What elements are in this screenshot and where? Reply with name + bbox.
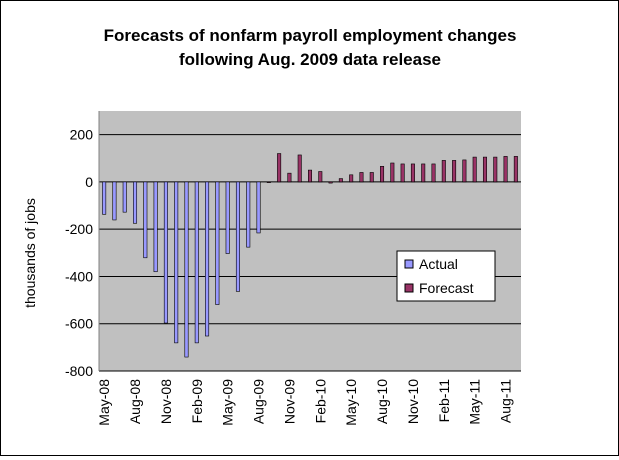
bars xyxy=(102,153,518,358)
bar-actual xyxy=(102,181,107,215)
x-tick-label: May-08 xyxy=(96,379,112,426)
x-tick-labels: May-08 Aug-08 Nov-08 Feb-09 May-09 Aug-09 Nov-… xyxy=(96,379,513,426)
legend: Actual Forecast xyxy=(396,250,496,302)
bar-forecast xyxy=(380,166,385,183)
x-tick-label: May-10 xyxy=(343,379,359,426)
bar-forecast xyxy=(287,172,292,183)
bar-forecast xyxy=(482,156,487,183)
y-tick-label: -200 xyxy=(65,221,93,237)
bar-forecast xyxy=(452,160,457,183)
y-tick-label: 0 xyxy=(85,174,93,190)
bar-forecast xyxy=(493,156,498,183)
chart-title-line-1: Forecasts of nonfarm payroll employment … xyxy=(104,26,517,45)
x-tick-label: Aug-10 xyxy=(374,379,390,424)
bar-actual xyxy=(235,181,240,292)
y-axis-label: thousands of jobs xyxy=(22,198,38,308)
x-tick-label: Aug-09 xyxy=(251,379,267,424)
x-tick-label: May-11 xyxy=(467,379,483,425)
bar-actual xyxy=(256,181,261,234)
bar-forecast xyxy=(503,156,508,183)
bar-forecast xyxy=(266,181,271,183)
bar-actual xyxy=(184,181,189,358)
x-tick-label: Feb-10 xyxy=(312,379,328,424)
bar-forecast xyxy=(328,181,333,184)
bar-actual xyxy=(163,181,168,324)
bar-forecast xyxy=(462,159,467,183)
x-tick-label: Nov-08 xyxy=(158,379,174,424)
legend-swatch-actual xyxy=(404,259,414,269)
bar-forecast xyxy=(390,162,395,183)
bar-actual xyxy=(205,181,210,337)
bar-actual xyxy=(174,181,179,344)
bar-actual xyxy=(122,181,127,213)
plot-area xyxy=(99,111,521,371)
chart-title-line-2: following Aug. 2009 data release xyxy=(179,50,441,69)
bar-forecast xyxy=(441,160,446,183)
legend-label-forecast: Forecast xyxy=(419,280,474,296)
bar-forecast xyxy=(400,163,405,183)
bar-actual xyxy=(225,181,230,254)
y-tick-label: 200 xyxy=(70,127,94,143)
bar-forecast xyxy=(431,163,436,183)
bar-actual xyxy=(143,181,148,259)
bar-forecast xyxy=(338,178,343,183)
x-tick-label: Nov-09 xyxy=(281,379,297,424)
bar-forecast xyxy=(297,154,302,183)
y-tick-label: -400 xyxy=(65,268,93,284)
bar-forecast xyxy=(513,156,518,183)
bar-actual xyxy=(215,181,220,305)
bar-actual xyxy=(153,181,158,273)
bar-forecast xyxy=(421,163,426,183)
bar-forecast xyxy=(369,172,374,183)
bar-forecast xyxy=(277,153,282,183)
x-tick-label: Aug-11 xyxy=(498,379,514,423)
bar-forecast xyxy=(359,172,364,183)
y-tick-label: -800 xyxy=(65,363,93,379)
y-tick-label: -600 xyxy=(65,316,93,332)
bar-forecast xyxy=(349,174,354,183)
x-tick-label: Aug-08 xyxy=(127,379,143,424)
bar-actual xyxy=(246,181,251,248)
legend-label-actual: Actual xyxy=(419,256,458,272)
bar-forecast xyxy=(410,163,415,183)
bar-forecast xyxy=(472,156,477,183)
legend-box xyxy=(396,250,496,302)
bar-actual xyxy=(133,181,138,224)
bar-actual xyxy=(112,181,117,221)
y-tick-labels: -800 -600 -400 -200 0 200 xyxy=(65,127,93,379)
x-tick-label: Nov-10 xyxy=(405,379,421,424)
x-tick-label: May-09 xyxy=(220,379,236,426)
x-tick-label: Feb-09 xyxy=(189,379,205,424)
legend-swatch-forecast xyxy=(404,283,414,293)
bar-forecast xyxy=(318,171,323,183)
bar-actual xyxy=(194,181,199,344)
x-tick-label: Feb-11 xyxy=(436,379,452,423)
bar-forecast xyxy=(308,169,312,183)
